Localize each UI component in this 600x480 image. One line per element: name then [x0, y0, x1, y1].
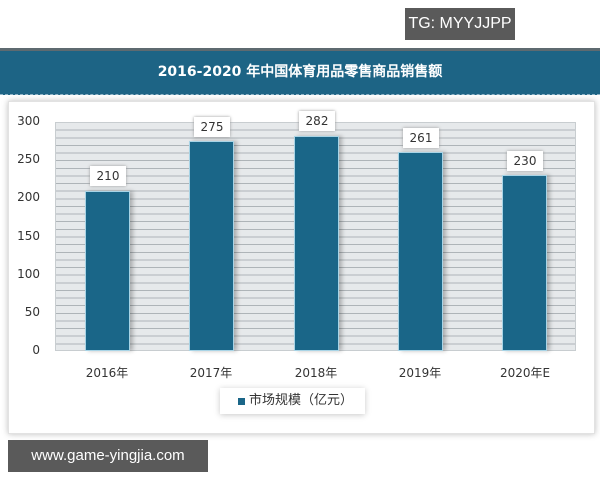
x-tick-2016: 2016年: [85, 366, 129, 380]
bar-2018: [294, 136, 339, 351]
header-top-rule: [0, 48, 600, 51]
x-tick-2020e: 2020年E: [499, 366, 551, 380]
y-tick-0: 0: [32, 343, 40, 357]
y-tick-200: 200: [17, 190, 40, 204]
bar-2016: [85, 191, 130, 351]
bar-2020e: [502, 175, 547, 351]
y-tick-100: 100: [17, 267, 40, 281]
y-tick-50: 50: [24, 305, 40, 319]
data-label-2020e: 230: [507, 151, 543, 171]
y-tick-250: 250: [17, 152, 40, 166]
y-tick-300: 300: [17, 114, 40, 128]
data-label-2019: 261: [403, 128, 439, 148]
bar-2017: [189, 141, 234, 351]
bar-2019: [398, 152, 443, 351]
x-tick-2019: 2019年: [398, 366, 442, 380]
chart-legend: 市场规模（亿元）: [220, 388, 365, 414]
x-tick-2017: 2017年: [189, 366, 233, 380]
watermark-top: TG: MYYJJPP: [405, 8, 515, 40]
chart-header-band: 2016-2020 年中国体育用品零售商品销售额: [0, 51, 600, 95]
chart-title: 2016-2020 年中国体育用品零售商品销售额: [157, 64, 443, 80]
data-label-2017: 275: [194, 117, 230, 137]
legend-label: 市场规模（亿元）: [249, 393, 354, 408]
x-tick-2018: 2018年: [294, 366, 338, 380]
y-tick-150: 150: [17, 229, 40, 243]
watermark-bottom: www.game-yingjia.com: [8, 440, 208, 472]
data-label-2018: 282: [299, 111, 335, 131]
legend-swatch-icon: [238, 398, 245, 405]
data-label-2016: 210: [90, 166, 126, 186]
